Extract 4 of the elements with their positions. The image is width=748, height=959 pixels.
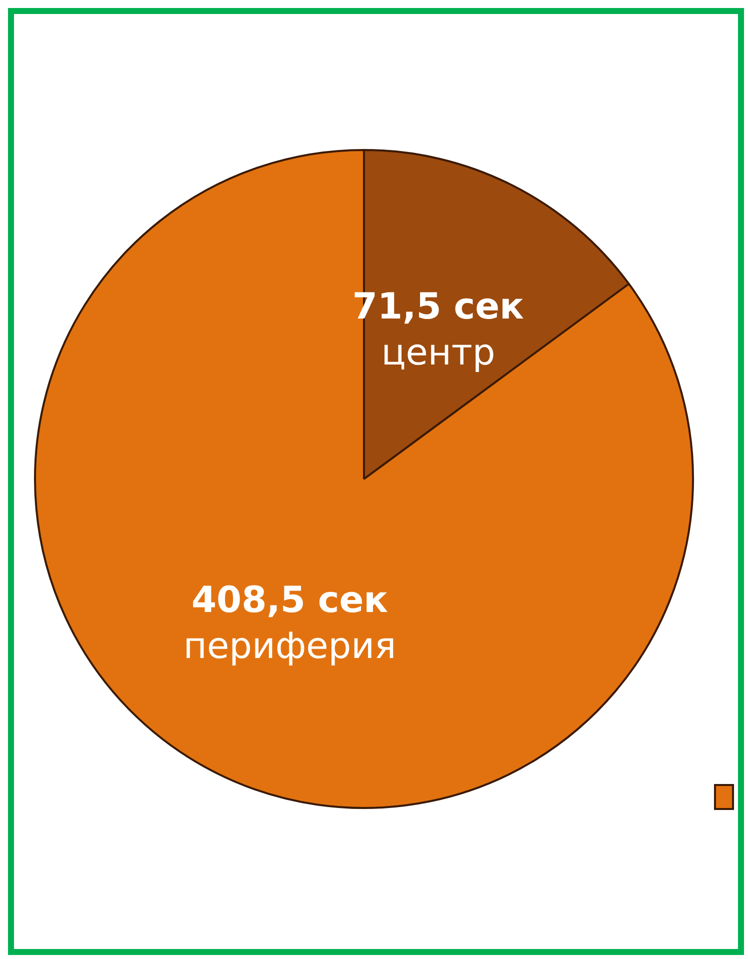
data-label: 71,5 сек: [352, 286, 524, 328]
slice-label: центр: [381, 332, 496, 374]
data-label: 408,5 сек: [192, 580, 388, 622]
slice-label: периферия: [183, 626, 396, 668]
